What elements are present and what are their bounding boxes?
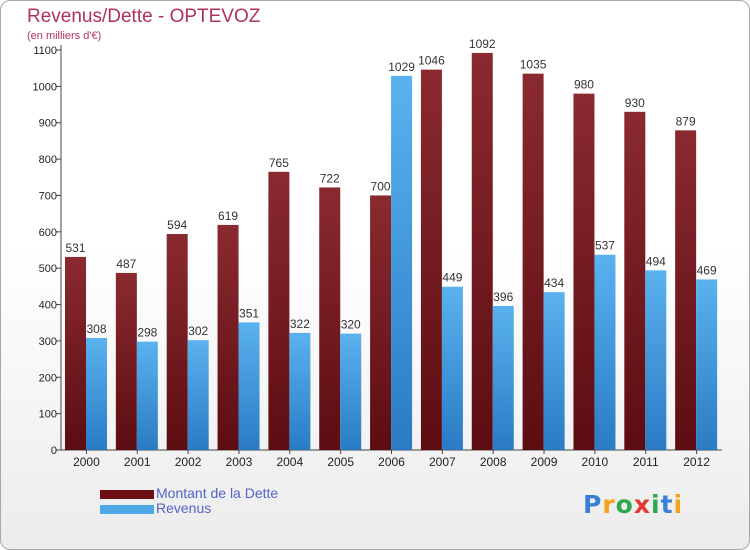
data-label-dette-2002: 594 (167, 218, 187, 232)
bar-dette-2012 (675, 130, 697, 450)
data-label-dette-2005: 722 (320, 171, 340, 185)
x-tick-label: 2011 (633, 455, 659, 469)
y-tick-label: 900 (39, 118, 57, 130)
y-tick-label: 0 (51, 445, 57, 457)
logo-letter: o (615, 490, 634, 519)
bar-dette-2009 (522, 73, 544, 451)
bar-dette-2010 (573, 93, 595, 451)
logo-letter: r (602, 490, 616, 519)
data-label-revenus-2008: 396 (493, 290, 513, 304)
x-tick-label: 2005 (327, 455, 354, 469)
bar-dette-2004 (268, 171, 290, 450)
bar-revenus-2011 (645, 270, 667, 450)
y-tick-label: 200 (39, 372, 57, 384)
bar-dette-2008 (471, 52, 493, 451)
y-tick-label: 600 (39, 227, 57, 239)
data-label-revenus-2012: 469 (697, 263, 717, 277)
y-tick-label: 700 (39, 190, 57, 202)
legend-swatch-revenus (100, 505, 154, 514)
bar-revenus-2001 (136, 341, 158, 450)
bar-dette-2005 (319, 187, 341, 451)
logo-letter: x (633, 490, 651, 519)
y-tick-label: 100 (39, 409, 57, 421)
data-label-dette-2008: 1092 (469, 37, 496, 51)
data-label-revenus-2007: 449 (442, 271, 462, 285)
bar-revenus-2007 (441, 286, 463, 450)
data-label-dette-2011: 930 (625, 96, 645, 110)
legend-label-dette: Montant de la Dette (156, 485, 279, 501)
legend-swatch-dette (100, 490, 154, 499)
data-label-revenus-2010: 537 (595, 239, 615, 253)
x-tick-label: 2001 (124, 455, 151, 469)
data-label-dette-2004: 765 (269, 156, 289, 170)
x-tick-label: 2006 (378, 455, 405, 469)
chart-subtitle: (en milliers d'€) (27, 30, 102, 42)
y-tick-label: 1100 (33, 45, 57, 57)
data-label-revenus-2001: 298 (137, 326, 157, 340)
bar-revenus-2003 (238, 322, 260, 450)
bar-revenus-2002 (187, 340, 209, 450)
data-label-revenus-2002: 302 (188, 324, 208, 338)
data-label-revenus-2011: 494 (646, 254, 666, 268)
logo-letter: i (651, 490, 661, 519)
proxiti-logo: Proxiti (583, 490, 683, 519)
chart-title: Revenus/Dette - OPTEVOZ (27, 6, 261, 27)
bar-dette-2001 (115, 272, 137, 450)
bar-revenus-2010 (594, 254, 616, 450)
y-tick-label: 800 (39, 154, 57, 166)
bar-dette-2007 (420, 69, 442, 451)
bar-revenus-2006 (391, 75, 413, 451)
x-tick-label: 2002 (175, 455, 202, 469)
y-tick-label: 400 (39, 300, 57, 312)
legend-label-revenus: Revenus (156, 500, 212, 516)
x-tick-label: 2012 (683, 455, 710, 469)
bar-dette-2006 (370, 195, 392, 450)
bar-revenus-2008 (492, 306, 514, 450)
x-tick-label: 2008 (480, 455, 507, 469)
logo-letter: t (660, 490, 674, 519)
x-tick-label: 2007 (429, 455, 456, 469)
y-tick-label: 500 (39, 263, 57, 275)
y-tick-label: 300 (39, 336, 57, 348)
bar-revenus-2000 (86, 338, 107, 450)
bar-revenus-2004 (289, 332, 311, 450)
logo-letter: P (583, 490, 603, 519)
bar-dette-2002 (166, 234, 188, 450)
data-label-revenus-2004: 322 (290, 317, 310, 331)
x-tick-label: 2003 (226, 455, 253, 469)
data-label-revenus-2000: 308 (86, 322, 106, 336)
logo-letter: i (673, 490, 684, 519)
bar-dette-2003 (217, 224, 239, 450)
bar-revenus-2012 (696, 279, 718, 450)
y-tick-label: 1000 (33, 81, 57, 93)
x-tick-label: 2004 (276, 455, 303, 469)
data-label-revenus-2009: 434 (544, 276, 564, 290)
data-label-revenus-2005: 320 (341, 318, 361, 332)
bar-dette-2011 (624, 111, 646, 451)
x-tick-label: 2010 (582, 455, 609, 469)
data-label-dette-2010: 980 (574, 78, 594, 92)
data-label-dette-2012: 879 (676, 114, 696, 128)
data-label-dette-2009: 1035 (520, 58, 547, 72)
data-label-revenus-2006: 1029 (388, 60, 415, 74)
bar-revenus-2005 (340, 333, 362, 450)
x-tick-label: 2000 (73, 455, 100, 469)
data-label-dette-2007: 1046 (418, 54, 445, 68)
data-label-revenus-2003: 351 (239, 306, 259, 320)
data-label-dette-2003: 619 (218, 209, 238, 223)
x-tick-label: 2009 (531, 455, 558, 469)
data-label-dette-2006: 700 (371, 179, 391, 193)
bar-revenus-2009 (543, 292, 565, 450)
data-label-dette-2000: 531 (65, 241, 85, 255)
data-label-dette-2001: 487 (116, 257, 136, 271)
bar-dette-2000 (65, 256, 86, 450)
